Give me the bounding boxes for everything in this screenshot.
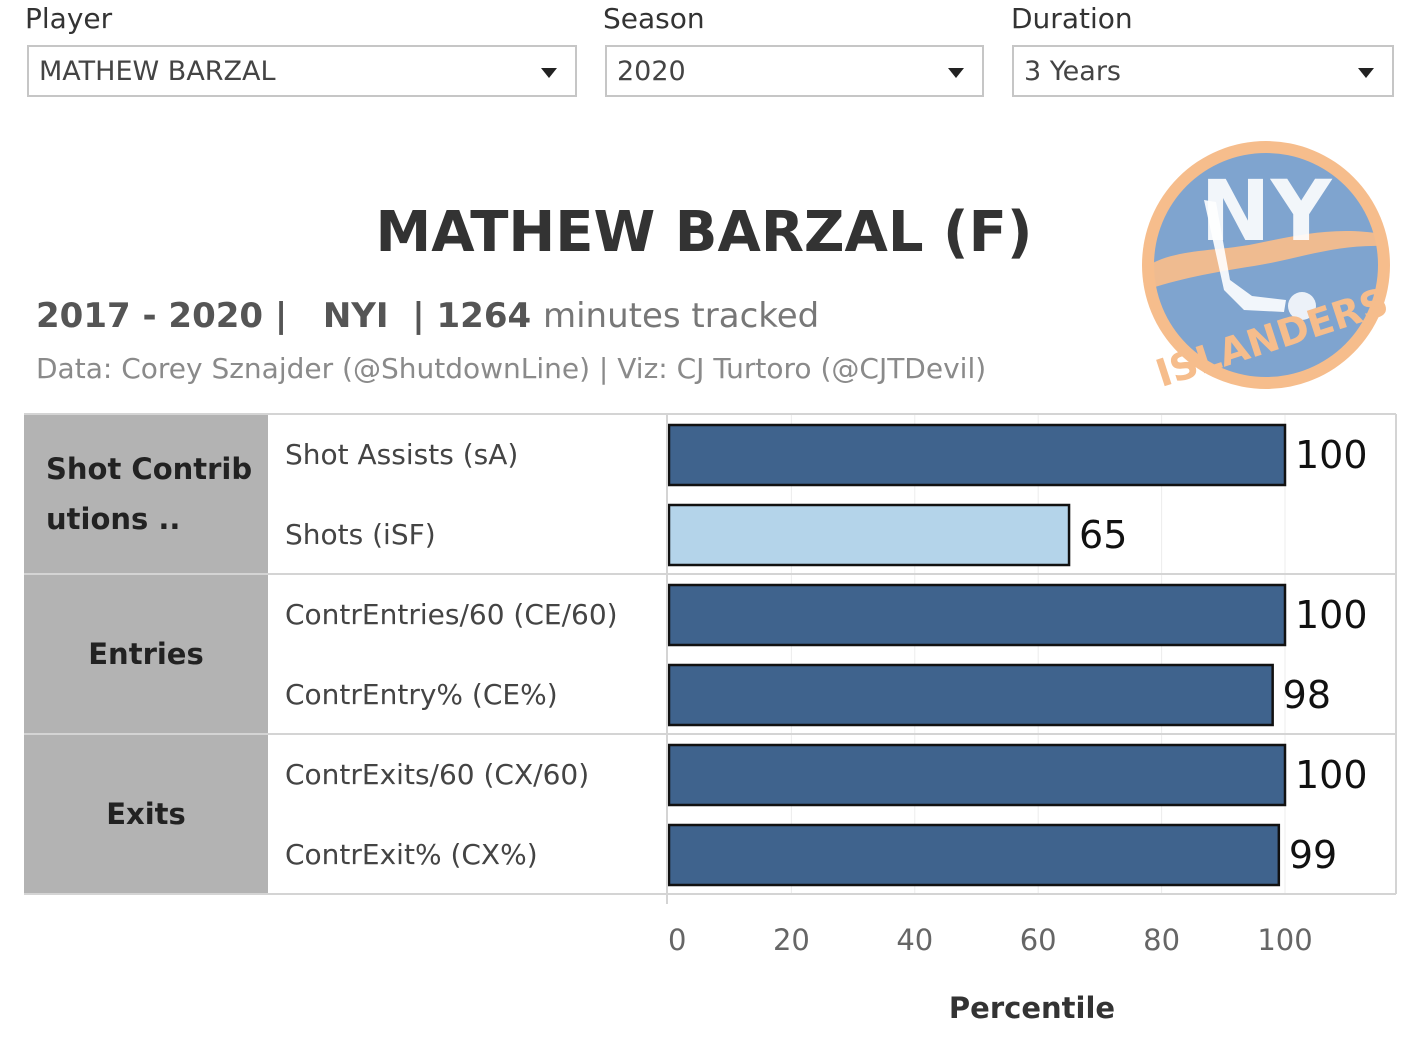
duration-filter-label: Duration — [1011, 2, 1133, 35]
duration-dropdown-value: 3 Years — [1024, 56, 1121, 87]
category-cell — [24, 574, 268, 734]
metric-label: Shots (iSF) — [285, 518, 436, 551]
category-label: Exits — [106, 797, 186, 831]
bar — [667, 743, 1287, 807]
x-tick-label: 100 — [1257, 923, 1312, 957]
minutes-value: 1264 — [436, 296, 532, 336]
value-label: 100 — [1295, 433, 1368, 477]
bar — [667, 663, 1274, 727]
separator: | — [274, 296, 311, 336]
season-dropdown-value: 2020 — [617, 56, 686, 87]
season-filter-label: Season — [603, 2, 705, 35]
percentile-bar-chart: Shot Contrib utions .. Shot Assists (sA) 10… — [24, 413, 1397, 1025]
metric-label: Shot Assists (sA) — [285, 438, 518, 471]
player-dropdown[interactable]: MATHEW BARZAL — [27, 45, 577, 97]
chevron-down-icon[interactable] — [541, 68, 557, 78]
page-title: MATHEW BARZAL (F) — [375, 200, 1033, 265]
x-tick-label: 0 — [668, 923, 686, 957]
category-label: Shot Contrib — [46, 452, 252, 486]
metric-label: ContrExits/60 (CX/60) — [285, 758, 589, 791]
category-cell — [24, 414, 268, 574]
value-label: 100 — [1295, 753, 1368, 797]
bar — [667, 503, 1071, 567]
x-tick-label: 80 — [1143, 923, 1180, 957]
player-filter-label: Player — [25, 2, 113, 35]
x-tick-label: 60 — [1020, 923, 1057, 957]
value-label: 100 — [1295, 593, 1368, 637]
season-dropdown[interactable]: 2020 — [605, 45, 984, 97]
islanders-logo: NY ISLANDERS — [1142, 141, 1393, 390]
category-label: utions .. — [46, 502, 180, 536]
duration-dropdown[interactable]: 3 Years — [1012, 45, 1394, 97]
chevron-down-icon[interactable] — [1358, 68, 1374, 78]
value-label: 65 — [1079, 513, 1127, 557]
chevron-down-icon[interactable] — [948, 68, 964, 78]
logo-ny-text: NY — [1200, 162, 1332, 260]
value-label: 98 — [1283, 673, 1331, 717]
bar — [667, 583, 1287, 647]
metric-label: ContrExit% (CX%) — [285, 838, 538, 871]
season-range: 2017 - 2020 — [36, 296, 264, 336]
x-tick-label: 20 — [773, 923, 810, 957]
bar — [667, 423, 1287, 487]
summary-line: 2017 - 2020 | NYI | 1264 minutes tracked — [36, 296, 819, 336]
category-label: Entries — [88, 637, 204, 671]
minutes-text: minutes tracked — [542, 296, 820, 336]
separator: | — [400, 296, 437, 336]
bar — [667, 823, 1281, 887]
value-label: 99 — [1289, 833, 1337, 877]
metric-label: ContrEntries/60 (CE/60) — [285, 598, 618, 631]
credits-line: Data: Corey Sznajder (@ShutdownLine) | V… — [36, 352, 987, 385]
player-dropdown-value: MATHEW BARZAL — [39, 56, 276, 87]
x-axis-title: Percentile — [949, 991, 1115, 1025]
x-tick-label: 40 — [896, 923, 933, 957]
category-cell — [24, 734, 268, 894]
metric-label: ContrEntry% (CE%) — [285, 678, 558, 711]
team-abbr: NYI — [322, 296, 389, 336]
